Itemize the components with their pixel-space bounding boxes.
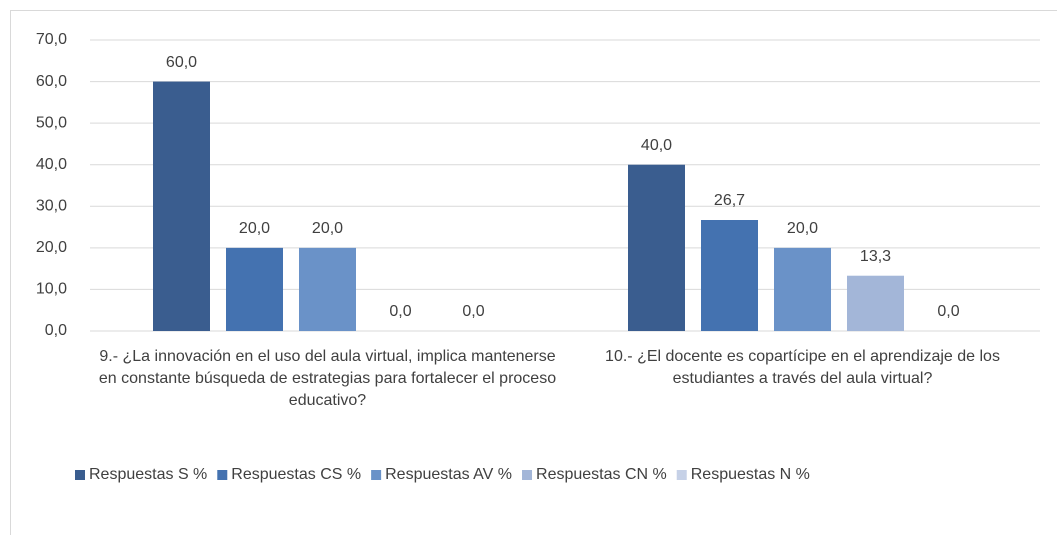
legend-swatch — [371, 470, 382, 480]
bar — [774, 247, 831, 331]
y-tick-label: 0,0 — [45, 322, 67, 339]
legend-label: Respuestas CN % — [536, 466, 667, 483]
bar — [628, 164, 685, 331]
y-tick-label: 50,0 — [36, 114, 67, 131]
bar — [299, 247, 356, 331]
data-label: 60,0 — [166, 54, 197, 71]
bar — [226, 247, 283, 331]
legend-swatch — [676, 470, 687, 480]
y-tick-label: 20,0 — [36, 239, 67, 256]
data-label: 0,0 — [937, 303, 959, 320]
data-label: 20,0 — [312, 220, 343, 237]
data-label: 0,0 — [462, 303, 484, 320]
chart-border — [10, 10, 1057, 535]
bar — [153, 81, 210, 331]
legend-swatch — [522, 470, 533, 480]
legend-swatch — [217, 470, 228, 480]
data-label: 20,0 — [239, 220, 270, 237]
legend-label: Respuestas N % — [691, 466, 810, 483]
x-tick-label: 10.- ¿El docente es copartícipe en el ap… — [605, 348, 1000, 387]
legend-label: Respuestas CS % — [231, 466, 361, 483]
y-tick-label: 40,0 — [36, 156, 67, 173]
data-label: 20,0 — [787, 220, 818, 237]
data-label: 26,7 — [714, 192, 745, 209]
y-tick-label: 30,0 — [36, 198, 67, 215]
y-tick-label: 10,0 — [36, 281, 67, 298]
y-tick-label: 60,0 — [36, 73, 67, 90]
data-label: 0,0 — [389, 303, 411, 320]
bar — [847, 275, 904, 331]
legend-label: Respuestas S % — [89, 466, 207, 483]
data-label: 13,3 — [860, 248, 891, 265]
data-label: 40,0 — [641, 137, 672, 154]
y-tick-label: 70,0 — [36, 31, 67, 48]
x-tick-label: 9.- ¿La innovación en el uso del aula vi… — [98, 348, 557, 409]
bar — [701, 220, 758, 331]
legend-label: Respuestas AV % — [385, 466, 512, 483]
legend-swatch — [75, 470, 85, 480]
